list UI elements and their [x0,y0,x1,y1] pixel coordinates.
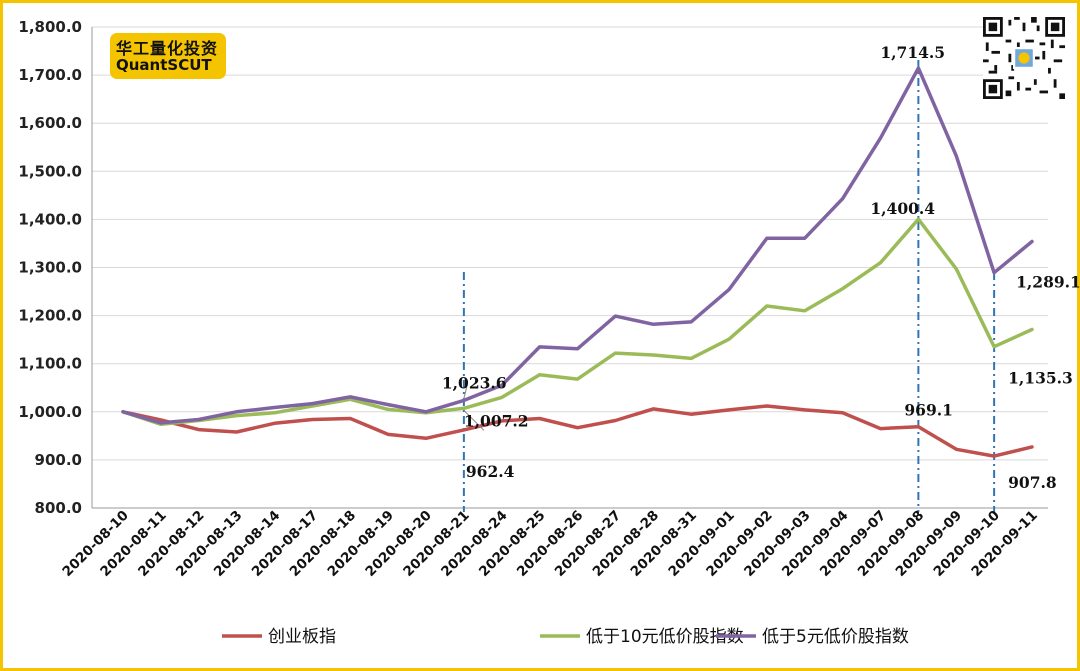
y-tick-label: 1,200.0 [18,307,82,325]
legend-label: 低于5元低价股指数 [762,627,909,647]
x-tick-label: 2020-09-11 [968,508,1040,580]
data-label: 1,289.1 [1016,273,1080,292]
data-label: 1,400.4 [870,199,935,218]
vertical-markers [462,60,996,512]
label-leader-line [463,386,468,399]
series-lines [121,66,1034,458]
grid [91,26,1048,509]
qr-code-icon [983,17,1065,99]
y-tick-label: 1,800.0 [18,18,82,36]
y-tick-label: 1,300.0 [18,259,82,277]
y-tick-label: 800.0 [35,499,82,517]
y-tick-label: 1,600.0 [18,114,82,132]
y-axis: 800.0 900.0 1,000.0 1,100.0 1,200.0 1,300.0 1,… [18,18,82,517]
logo-text-cn: 华工量化投资 [116,39,219,58]
x-axis: 2020-08-102020-08-112020-08-122020-08-13… [59,508,1040,580]
series-line [121,404,1034,458]
data-labels: 1,023.6 1,007.2 962.4 1,714.5 1,400.4 969.1 1,… [442,43,1080,492]
legend-label: 低于10元低价股指数 [586,627,744,647]
data-label: 969.1 [904,401,953,420]
y-tick-label: 1,000.0 [18,403,82,421]
logo: 华工量化投资 QuantSCUT [110,33,226,79]
logo-text-en: QuantSCUT [116,56,212,74]
series-line [121,217,1034,427]
data-label: 1,135.3 [1008,369,1073,388]
data-label: 1,023.6 [442,373,507,392]
y-tick-label: 1,500.0 [18,162,82,180]
y-tick-label: 1,400.0 [18,210,82,228]
data-label: 1,007.2 [464,411,529,430]
label-leader-line [463,409,485,431]
y-tick-label: 900.0 [35,451,82,469]
data-label: 1,714.5 [880,43,945,62]
legend-label: 创业板指 [268,627,336,647]
series-line [121,66,1034,425]
legend: 创业板指 低于10元低价股指数 低于5元低价股指数 [222,627,909,647]
y-tick-label: 1,700.0 [18,66,82,84]
y-tick-label: 1,100.0 [18,355,82,373]
data-label: 907.8 [1008,473,1057,492]
data-label: 962.4 [466,462,515,481]
